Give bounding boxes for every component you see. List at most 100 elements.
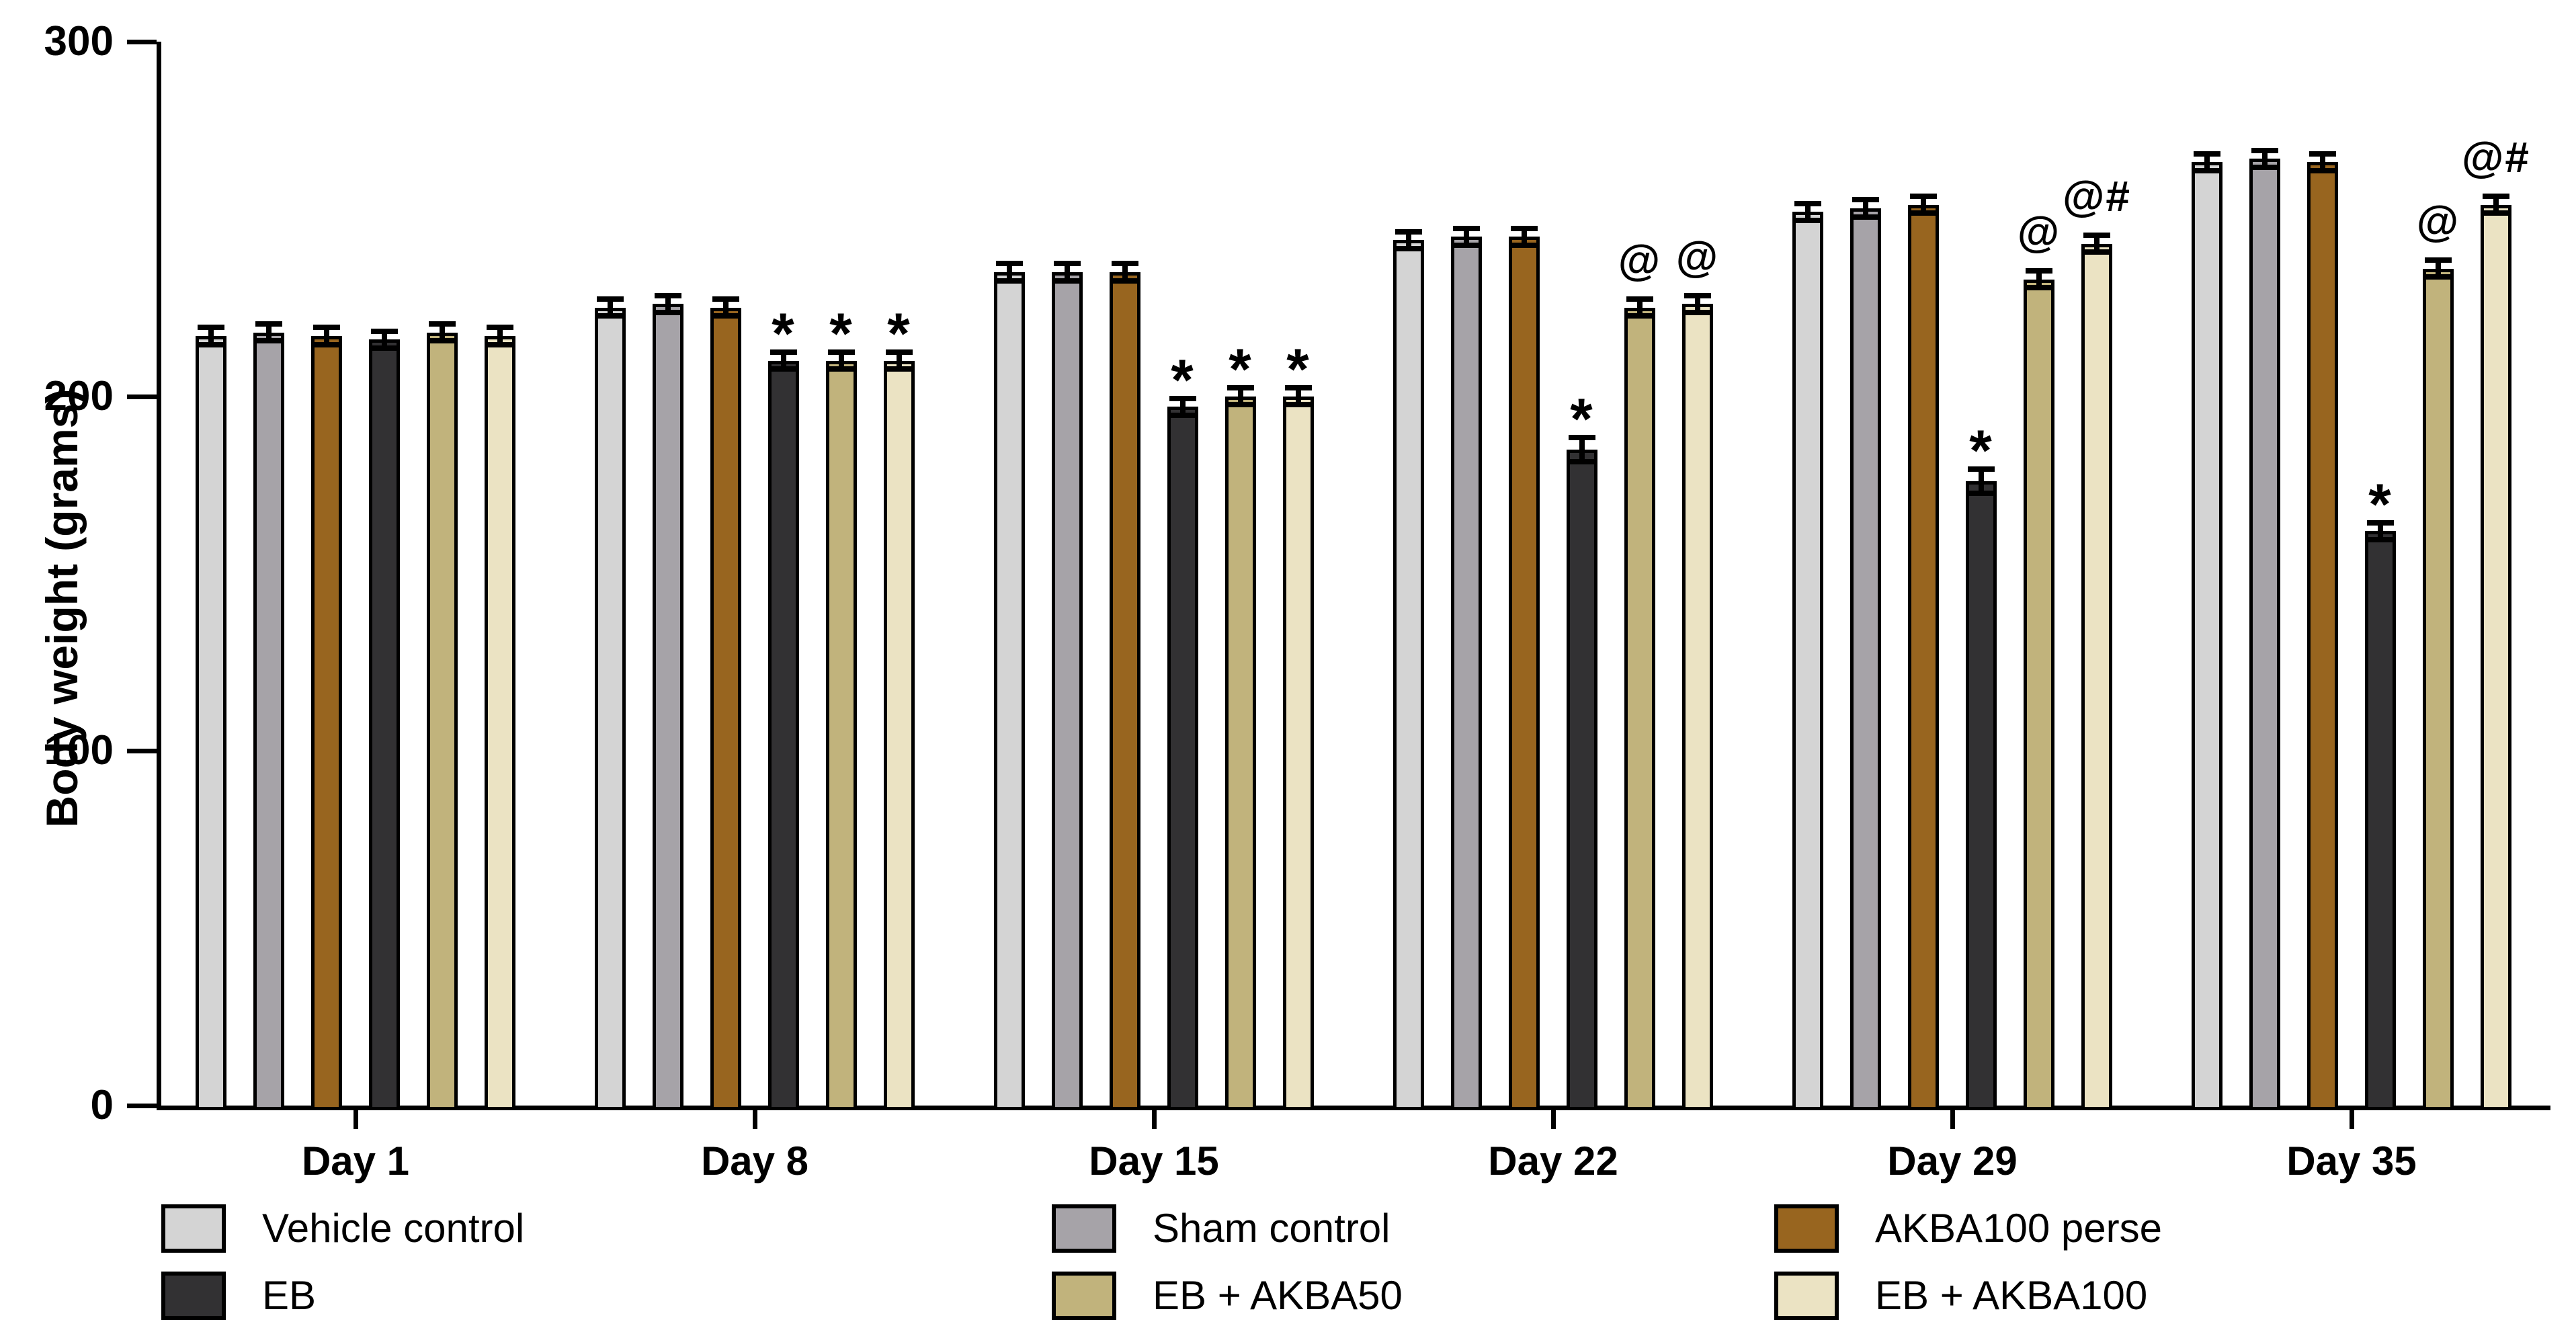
error-bar: [1805, 204, 1811, 219]
bar: [2365, 531, 2396, 1110]
error-bar: [2436, 261, 2441, 276]
significance-annotation: *: [1171, 347, 1195, 413]
bar: [1567, 449, 1597, 1110]
error-bar-cap: [1453, 242, 1480, 248]
error-bar-cap: [1227, 385, 1254, 391]
x-axis-label: Day 35: [2286, 1138, 2417, 1184]
error-bar: [2378, 524, 2383, 538]
error-bar: [1921, 198, 1926, 212]
error-bar-cap: [487, 325, 513, 331]
bar: [994, 272, 1025, 1110]
x-axis-label: Day 1: [301, 1138, 410, 1184]
x-tick: [2350, 1110, 2354, 1129]
error-bar-cap: [886, 349, 913, 356]
error-bar-cap: [1968, 491, 1995, 497]
legend-item: EB + AKBA50: [1052, 1272, 1858, 1323]
error-bar-cap: [2194, 167, 2220, 173]
bar: [595, 307, 626, 1110]
error-bar-cap: [1852, 214, 1879, 220]
error-bar: [324, 329, 329, 343]
significance-annotation: @: [1618, 236, 1662, 285]
bar: [1167, 407, 1198, 1110]
error-bar-cap: [1511, 225, 1538, 231]
significance-annotation: *: [1570, 386, 1594, 452]
significance-annotation: *: [887, 302, 911, 367]
y-tick-label: 300: [44, 18, 114, 65]
x-tick: [1152, 1110, 1157, 1129]
y-tick: [127, 394, 157, 399]
significance-annotation: *: [1286, 337, 1311, 403]
error-bar-cap: [770, 366, 797, 372]
error-bar-cap: [1794, 200, 1821, 206]
error-bar-cap: [2251, 147, 2278, 153]
error-bar-cap: [655, 310, 681, 316]
error-bar-cap: [1285, 385, 1312, 391]
error-bar-cap: [1968, 466, 1995, 472]
legend-label: EB + AKBA50: [1153, 1273, 1403, 1318]
x-axis-label: Day 8: [700, 1138, 809, 1184]
bar: [1850, 208, 1881, 1110]
error-bar-cap: [429, 338, 456, 344]
significance-annotation: *: [1969, 419, 1993, 484]
error-bar-cap: [1852, 197, 1879, 203]
bar: [427, 332, 458, 1110]
significance-annotation: @#: [2462, 133, 2530, 182]
error-bar-cap: [1112, 261, 1138, 267]
error-bar-cap: [1684, 292, 1711, 298]
error-bar: [1979, 470, 1984, 493]
bar: [2024, 279, 2054, 1110]
y-axis-line: [157, 42, 161, 1110]
error-bar-cap: [1054, 261, 1081, 267]
bar: [1052, 272, 1083, 1110]
bar: [768, 360, 799, 1110]
bar: [1283, 396, 1314, 1110]
bar: [710, 307, 741, 1110]
bar: [369, 339, 400, 1110]
legend-item: Sham control: [1052, 1204, 1858, 1255]
bar: [2249, 159, 2280, 1110]
error-bar-cap: [371, 345, 398, 351]
error-bar-cap: [2309, 151, 2336, 157]
error-bar-cap: [2083, 233, 2110, 239]
error-bar-cap: [313, 325, 340, 331]
error-bar: [1579, 438, 1585, 460]
error-bar-cap: [996, 261, 1023, 267]
bar: [253, 332, 284, 1110]
error-bar-cap: [597, 296, 624, 302]
error-bar-cap: [1626, 296, 1653, 302]
legend-swatch: [1052, 1272, 1116, 1320]
bar: [311, 335, 342, 1110]
legend-label: AKBA100 perse: [1875, 1206, 2162, 1251]
legend-item: Vehicle control: [161, 1204, 968, 1255]
error-bar: [2320, 155, 2325, 169]
bar: [2081, 243, 2112, 1110]
legend-label: Vehicle control: [262, 1206, 525, 1251]
error-bar-cap: [1285, 402, 1312, 408]
error-bar: [208, 329, 214, 343]
error-bar: [2094, 237, 2100, 251]
error-bar-cap: [2251, 164, 2278, 170]
error-bar-cap: [1626, 313, 1653, 319]
error-bar-cap: [2194, 151, 2220, 157]
error-bar-cap: [1910, 194, 1937, 200]
error-bar-cap: [828, 349, 855, 356]
error-bar-cap: [1569, 458, 1595, 464]
error-bar-cap: [1395, 229, 1422, 235]
x-axis-label: Day 15: [1089, 1138, 1219, 1184]
error-bar-cap: [255, 321, 282, 327]
error-bar-cap: [2026, 285, 2052, 291]
error-bar: [1406, 233, 1411, 248]
error-bar: [266, 325, 272, 340]
bar: [1509, 237, 1540, 1110]
legend-label: EB: [262, 1273, 317, 1318]
y-tick-label: 100: [44, 727, 114, 774]
error-bar-cap: [1112, 278, 1138, 284]
significance-annotation: *: [1229, 337, 1253, 403]
error-bar-cap: [712, 313, 739, 319]
significance-annotation: @#: [2063, 172, 2131, 221]
significance-annotation: @: [2416, 197, 2460, 246]
error-bar: [1180, 399, 1186, 415]
bar: [1624, 307, 1655, 1110]
error-bar-cap: [429, 321, 456, 327]
